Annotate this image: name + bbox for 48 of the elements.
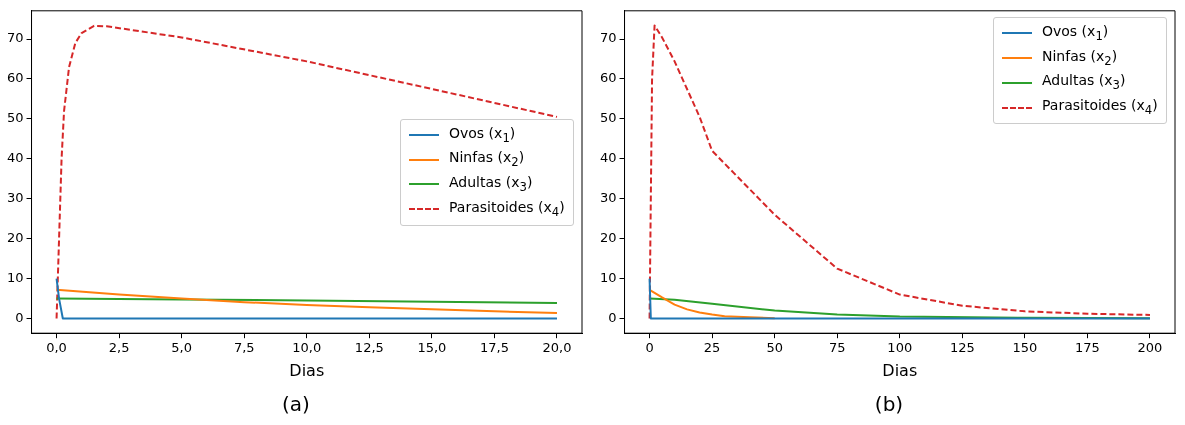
x-tick-label: 17,5 (479, 340, 509, 356)
x-tick-label: 100 (887, 340, 913, 356)
legend-label: Ninfas (x$_{2}$) (1042, 46, 1118, 70)
x-tick-label: 12,5 (354, 340, 384, 356)
x-tick-label: 25 (703, 340, 721, 356)
y-tick-label: 50 (600, 110, 617, 126)
x-tick-label: 0,0 (46, 340, 67, 356)
y-tick-label: 60 (7, 70, 24, 86)
y-tick-label: 40 (7, 150, 24, 166)
legend-label: Adultas (x$_{3}$) (1042, 71, 1126, 95)
legend-label: Ninfas (x$_{2}$) (449, 148, 525, 172)
y-tick-label: 30 (600, 190, 617, 206)
x-tick-label: 10,0 (292, 340, 322, 356)
y-tick-label: 50 (7, 110, 24, 126)
x-tick-label: 15,0 (417, 340, 447, 356)
legend-label: Ovos (x$_{1}$) (1042, 21, 1109, 45)
legend-label: Parasitoides (x$_{4}$) (449, 197, 565, 221)
x-tick-label: 150 (1012, 340, 1038, 356)
legend-label: Parasitoides (x$_{4}$) (1042, 96, 1158, 119)
text: (a) (281, 392, 311, 416)
x-tick-label: 7,5 (233, 340, 255, 356)
x-tick-label: 50 (766, 340, 783, 356)
x-tick-label: 5,0 (171, 340, 193, 356)
y-tick-label: 30 (7, 190, 24, 206)
y-tick-label: 0 (608, 309, 617, 325)
x-tick-label: 175 (1075, 340, 1100, 356)
y-tick-label: 60 (600, 70, 617, 86)
x-tick-label: 200 (1137, 340, 1163, 356)
text: (b) (873, 392, 905, 416)
x-axis-title: Dias (289, 360, 325, 380)
x-tick-label: 0 (645, 340, 654, 356)
x-tick-label: 20,0 (542, 340, 572, 356)
legend-label: Ovos (x$_{1}$) (449, 123, 516, 147)
x-axis-title: Dias (882, 360, 918, 380)
y-tick-label: 0 (15, 309, 24, 325)
y-tick-label: 70 (600, 30, 617, 46)
y-tick-label: 20 (600, 230, 617, 246)
x-tick-label: 125 (949, 340, 975, 356)
legend-label: Adultas (x$_{3}$) (449, 173, 533, 196)
y-tick-label: 10 (600, 269, 617, 285)
y-tick-label: 40 (600, 150, 617, 166)
x-tick-label: 2,5 (108, 340, 130, 356)
line-series (55, 24, 558, 320)
x-tick-label: 75 (828, 340, 846, 356)
y-tick-label: 70 (7, 30, 24, 46)
y-tick-label: 20 (7, 230, 24, 246)
y-tick-label: 10 (7, 269, 24, 285)
line-series (648, 24, 1151, 320)
